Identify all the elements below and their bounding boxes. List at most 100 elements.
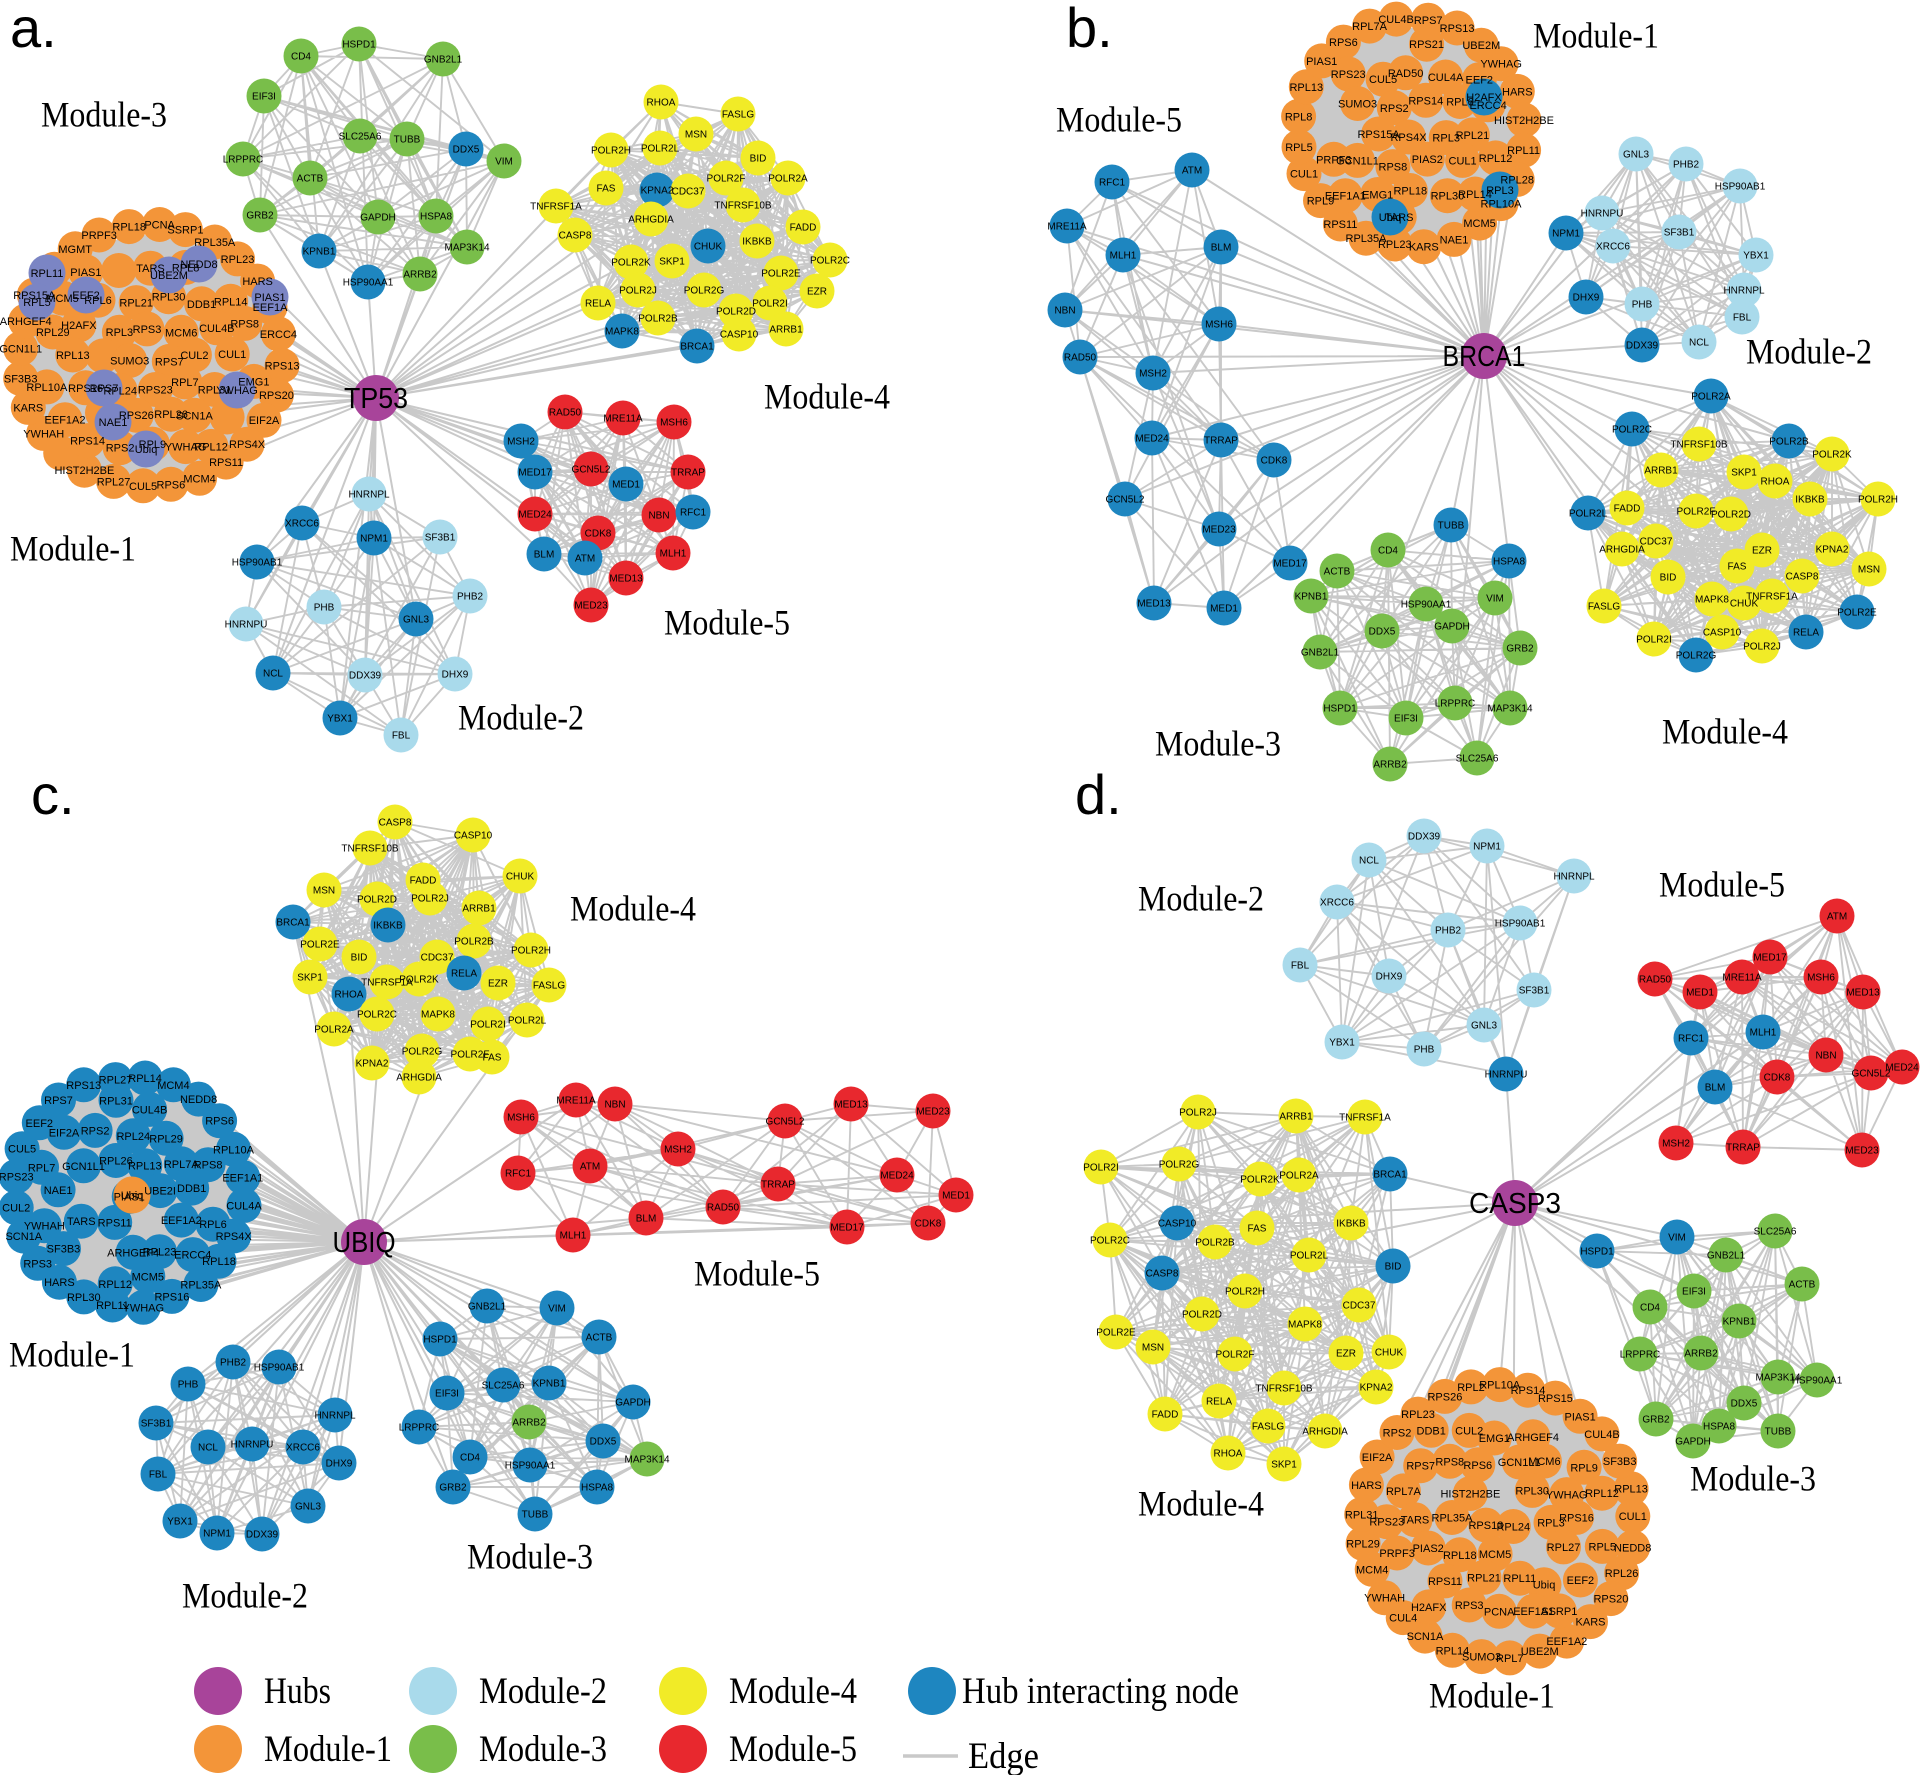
svg-text:HSP90AB1: HSP90AB1 xyxy=(1715,182,1766,193)
svg-text:RPS13: RPS13 xyxy=(265,361,300,373)
svg-text:RPL28: RPL28 xyxy=(1500,174,1534,186)
svg-text:ARRB2: ARRB2 xyxy=(403,270,437,281)
svg-text:MSN: MSN xyxy=(685,130,707,141)
svg-text:RFC1: RFC1 xyxy=(1678,1034,1705,1045)
svg-text:ATM: ATM xyxy=(575,554,595,565)
svg-text:RELA: RELA xyxy=(585,299,611,310)
svg-text:RPL31: RPL31 xyxy=(198,385,232,397)
svg-text:RPS20: RPS20 xyxy=(259,390,294,402)
svg-text:ARHGDIA: ARHGDIA xyxy=(628,215,674,226)
svg-text:HARS: HARS xyxy=(1502,86,1533,98)
svg-text:MED23: MED23 xyxy=(1202,525,1236,536)
svg-text:RPS13: RPS13 xyxy=(66,1080,101,1092)
svg-text:POLR2I: POLR2I xyxy=(752,299,788,310)
svg-text:RPL31: RPL31 xyxy=(99,1095,133,1107)
svg-text:GCN5L2: GCN5L2 xyxy=(572,465,611,476)
svg-text:RPL14: RPL14 xyxy=(214,296,248,308)
svg-text:RAD50: RAD50 xyxy=(1639,975,1672,986)
svg-text:MSH6: MSH6 xyxy=(660,418,688,429)
svg-text:RPS2: RPS2 xyxy=(1383,1428,1412,1440)
svg-text:NAE1: NAE1 xyxy=(44,1185,73,1197)
svg-text:NAE1: NAE1 xyxy=(1440,234,1469,246)
svg-text:PIAS1: PIAS1 xyxy=(1565,1411,1596,1423)
svg-text:RPL29: RPL29 xyxy=(1346,1539,1380,1551)
svg-text:GNB2L1: GNB2L1 xyxy=(1301,648,1340,659)
svg-text:FAS: FAS xyxy=(1248,1224,1267,1235)
svg-text:KPNA2: KPNA2 xyxy=(641,186,674,197)
svg-text:EIF3I: EIF3I xyxy=(435,1389,459,1400)
svg-text:RPS4X: RPS4X xyxy=(229,439,266,451)
svg-text:MCM5: MCM5 xyxy=(1463,218,1495,230)
svg-text:SF3B3: SF3B3 xyxy=(1603,1456,1637,1468)
svg-text:GCN1L1: GCN1L1 xyxy=(62,1161,105,1173)
svg-text:CASP3: CASP3 xyxy=(1469,1188,1561,1220)
svg-text:ARHGDIA: ARHGDIA xyxy=(1599,545,1645,556)
svg-text:ATM: ATM xyxy=(580,1162,600,1173)
svg-text:CASP8: CASP8 xyxy=(1146,1269,1179,1280)
svg-text:KARS: KARS xyxy=(13,402,43,414)
svg-text:H2AFX: H2AFX xyxy=(1411,1602,1447,1614)
svg-text:XRCC6: XRCC6 xyxy=(285,519,319,530)
svg-text:RPS23: RPS23 xyxy=(0,1171,34,1183)
svg-text:POLR2D: POLR2D xyxy=(716,307,756,318)
svg-text:SUMO3: SUMO3 xyxy=(1462,1652,1501,1664)
svg-text:LRPPRC: LRPPRC xyxy=(223,155,264,166)
svg-text:RPL23: RPL23 xyxy=(143,1247,177,1259)
svg-text:FBL: FBL xyxy=(392,731,411,742)
svg-text:POLR2G: POLR2G xyxy=(1676,651,1717,662)
svg-text:EIF2A: EIF2A xyxy=(49,1127,80,1139)
svg-text:PHB2: PHB2 xyxy=(1673,160,1700,171)
svg-text:KPNB1: KPNB1 xyxy=(1295,592,1328,603)
svg-text:GAPDH: GAPDH xyxy=(615,1398,651,1409)
svg-text:EEF1A: EEF1A xyxy=(253,302,289,314)
svg-text:RAD50: RAD50 xyxy=(549,408,582,419)
svg-text:GNB2L1: GNB2L1 xyxy=(1707,1251,1746,1262)
svg-text:YBX1: YBX1 xyxy=(327,714,353,725)
svg-text:ERCC4: ERCC4 xyxy=(174,1250,211,1262)
svg-text:SLC25A6: SLC25A6 xyxy=(482,1381,525,1392)
svg-text:NCL: NCL xyxy=(1359,856,1379,867)
svg-text:SF3B3: SF3B3 xyxy=(4,374,38,386)
svg-text:SF3B1: SF3B1 xyxy=(1519,986,1550,997)
svg-text:GRB2: GRB2 xyxy=(439,1483,467,1494)
svg-text:TUBB: TUBB xyxy=(1438,521,1465,532)
svg-text:ATM: ATM xyxy=(1827,912,1847,923)
svg-text:CASP10: CASP10 xyxy=(1703,628,1742,639)
svg-text:Module-1: Module-1 xyxy=(10,529,136,569)
svg-text:RPS7: RPS7 xyxy=(1414,15,1443,27)
svg-text:Module-1: Module-1 xyxy=(1533,16,1659,56)
svg-text:FASLG: FASLG xyxy=(722,110,754,121)
svg-text:NEDD8: NEDD8 xyxy=(180,259,217,271)
svg-text:FASLG: FASLG xyxy=(1588,602,1620,613)
svg-text:GNB2L1: GNB2L1 xyxy=(424,55,463,66)
svg-text:CHUK: CHUK xyxy=(1730,599,1759,610)
svg-text:RPS6: RPS6 xyxy=(205,1116,234,1128)
svg-text:RPS7: RPS7 xyxy=(90,383,119,395)
svg-text:ARRB1: ARRB1 xyxy=(462,904,496,915)
svg-text:RPL2: RPL2 xyxy=(1457,1382,1485,1394)
svg-text:RPL21: RPL21 xyxy=(1467,1572,1501,1584)
svg-text:RPL12: RPL12 xyxy=(98,1279,132,1291)
svg-text:MAP3K14: MAP3K14 xyxy=(1487,704,1532,715)
svg-text:RPL10A: RPL10A xyxy=(1479,1380,1521,1392)
svg-text:VIM: VIM xyxy=(1668,1233,1686,1244)
svg-text:CDC37: CDC37 xyxy=(1343,1301,1376,1312)
svg-text:MED23: MED23 xyxy=(916,1107,950,1118)
svg-text:HSPA8: HSPA8 xyxy=(420,212,452,223)
svg-text:NPM1: NPM1 xyxy=(360,534,388,545)
svg-text:NPM1: NPM1 xyxy=(1473,842,1501,853)
svg-text:GCN1L1: GCN1L1 xyxy=(1336,155,1379,167)
svg-text:HSPD1: HSPD1 xyxy=(342,40,376,51)
svg-text:TNFRSF10B: TNFRSF10B xyxy=(1670,440,1728,451)
svg-text:POLR2H: POLR2H xyxy=(511,946,551,957)
svg-text:DDB1: DDB1 xyxy=(177,1183,206,1195)
svg-text:RPL6: RPL6 xyxy=(199,1219,227,1231)
svg-text:CASP8: CASP8 xyxy=(379,818,412,829)
svg-text:HARS: HARS xyxy=(242,276,273,288)
svg-text:GRB2: GRB2 xyxy=(1642,1415,1670,1426)
svg-text:EIF3I: EIF3I xyxy=(1394,714,1418,725)
svg-text:BID: BID xyxy=(1660,573,1677,584)
svg-text:RPS16: RPS16 xyxy=(68,383,103,395)
svg-text:RPL27: RPL27 xyxy=(1547,1542,1581,1554)
svg-text:RPL30: RPL30 xyxy=(67,1292,101,1304)
